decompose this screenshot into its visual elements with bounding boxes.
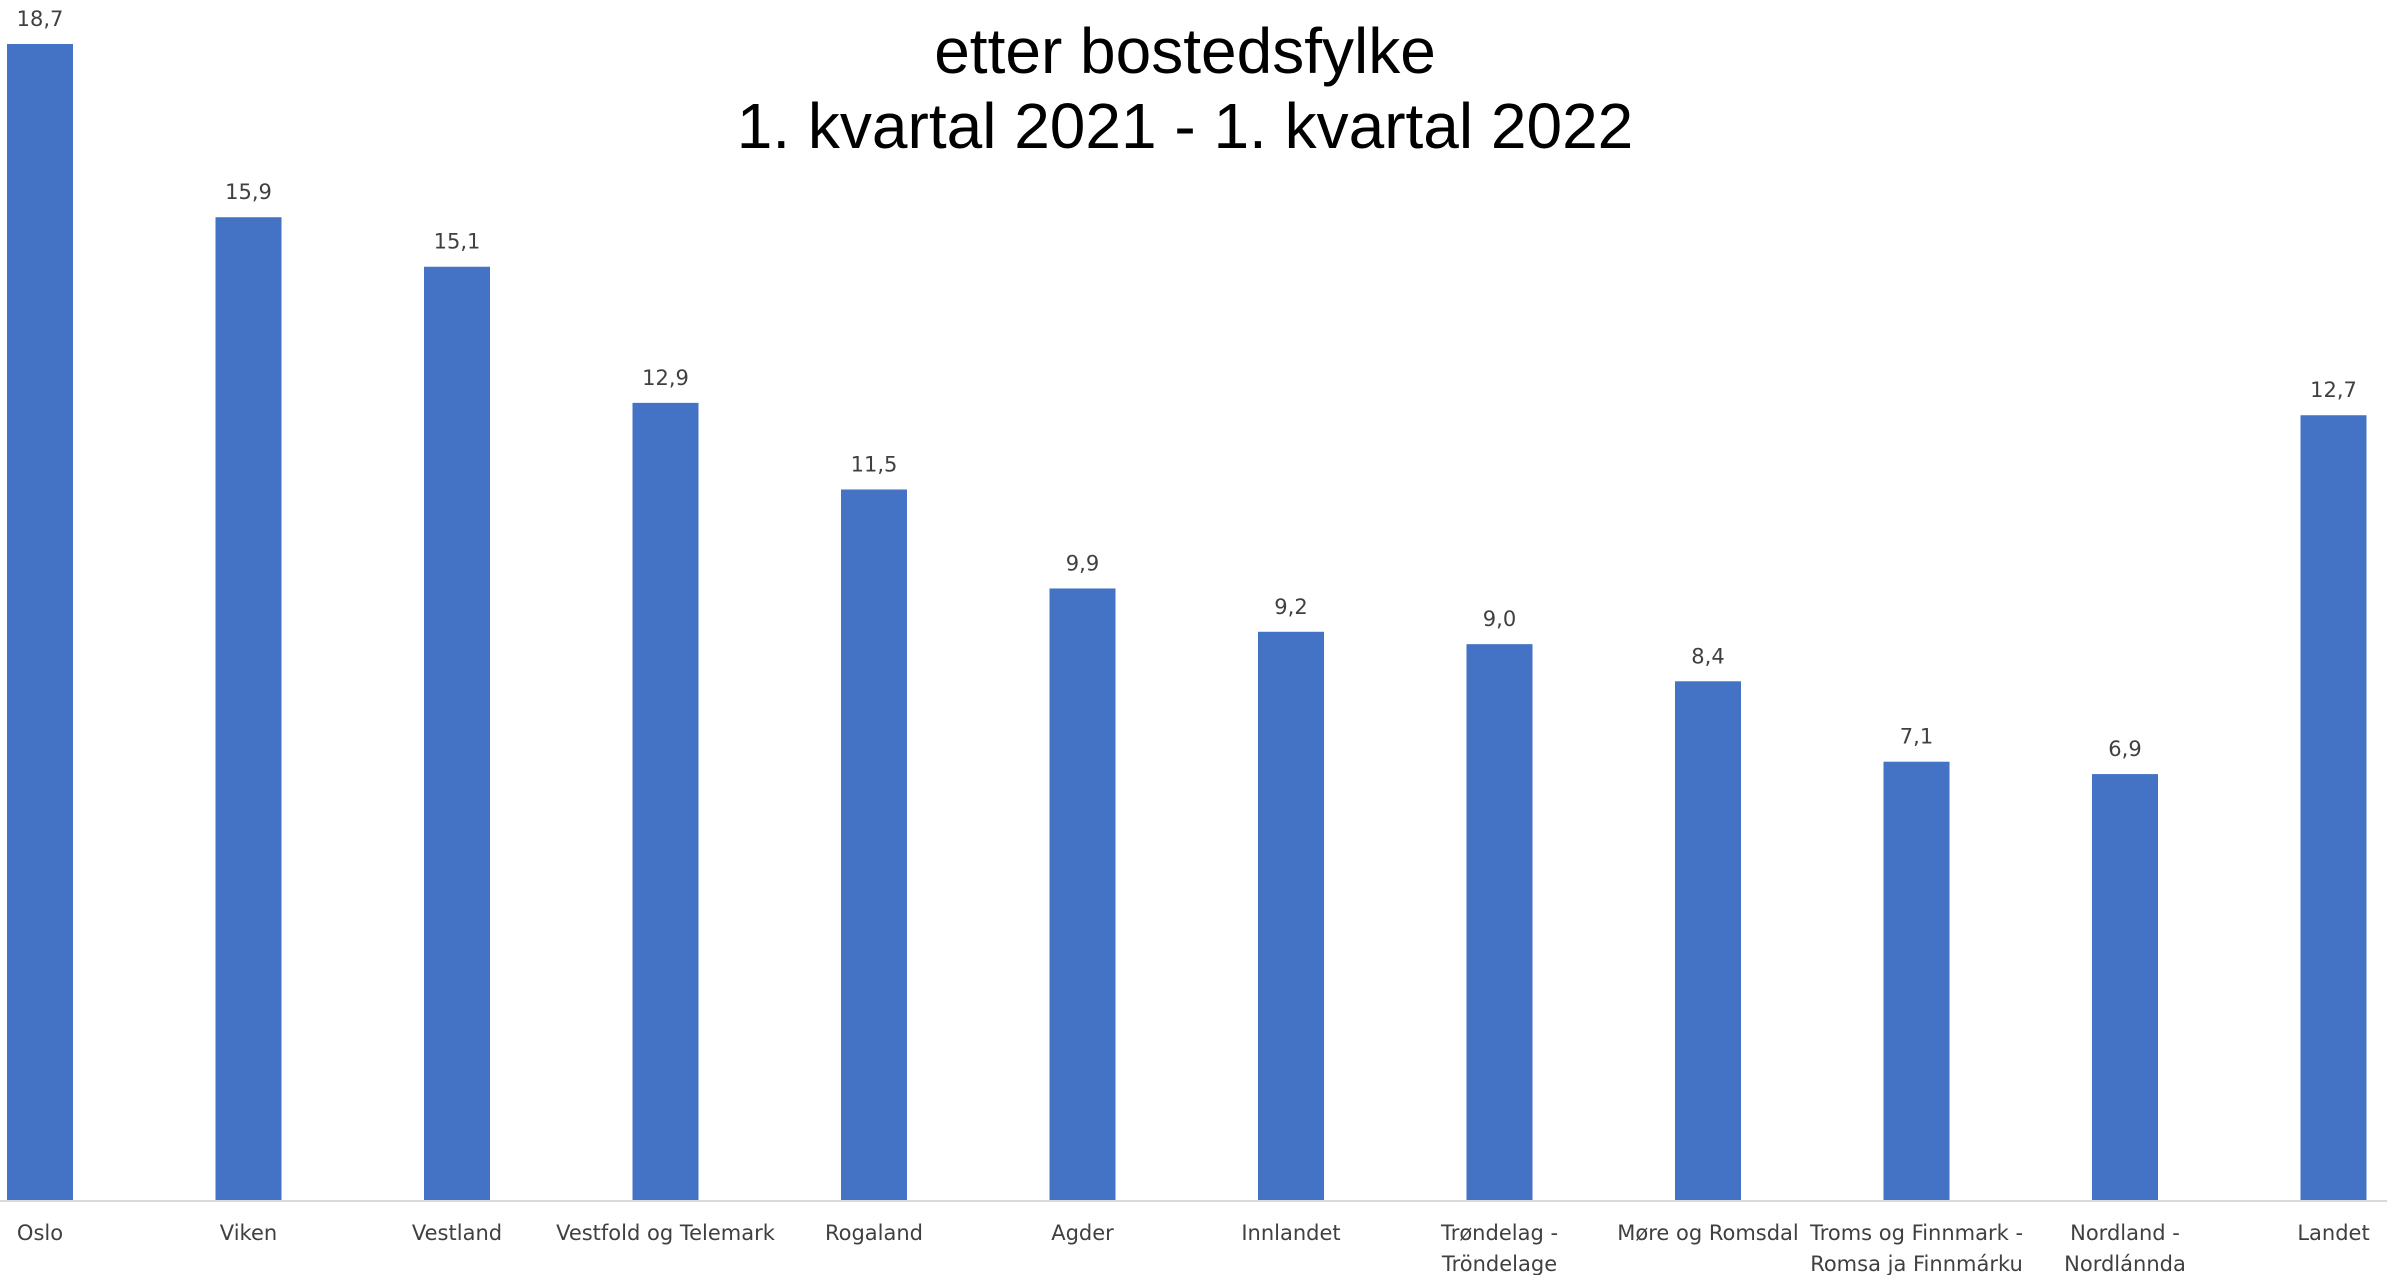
bar-7 — [1258, 631, 1324, 1201]
bars — [7, 44, 2367, 1202]
bar-5 — [841, 489, 907, 1201]
bar-3 — [424, 266, 490, 1201]
value-label-6: 9,9 — [1066, 551, 1099, 575]
value-labels: 18,7 15,9 15,1 12,9 11,5 9,9 9,2 9,0 8,4 7,1 6,9 12… — [17, 7, 2357, 761]
value-label-4: 12,9 — [642, 366, 689, 390]
bar-1 — [7, 44, 73, 1201]
category-label-12: Landet — [2297, 1221, 2369, 1245]
value-label-11: 6,9 — [2108, 737, 2141, 761]
category-labels: Oslo Viken Vestland Vestfold og Telemark Rog… — [17, 1221, 2370, 1275]
value-label-7: 9,2 — [1274, 595, 1307, 619]
bar-6 — [1049, 588, 1116, 1201]
category-label-7: Innlandet — [1241, 1221, 1340, 1245]
bar-4 — [632, 402, 699, 1202]
chart-title-line-1: etter bostedsfylke — [934, 15, 1436, 87]
value-label-3: 15,1 — [434, 230, 481, 254]
value-label-2: 15,9 — [225, 180, 272, 204]
chart-title-line-2: 1. kvartal 2021 - 1. kvartal 2022 — [737, 90, 1634, 162]
bar-11 — [2092, 774, 2158, 1201]
bar-10 — [1883, 761, 1950, 1201]
category-label-4: Vestfold og Telemark — [556, 1221, 776, 1245]
value-label-8: 9,0 — [1483, 607, 1516, 631]
bar-12 — [2300, 415, 2367, 1201]
category-label-11-line-2: Nordlánnda — [2064, 1252, 2186, 1275]
category-label-11-line-1: Nordland - — [2070, 1221, 2180, 1245]
bar-8 — [1466, 644, 1533, 1201]
value-label-9: 8,4 — [1691, 644, 1724, 668]
category-label-10-line-1: Troms og Finnmark - — [1809, 1221, 2023, 1245]
category-label-3: Vestland — [412, 1221, 502, 1245]
category-label-2: Viken — [220, 1221, 277, 1245]
category-label-1: Oslo — [17, 1221, 63, 1245]
value-label-12: 12,7 — [2310, 378, 2357, 402]
category-label-5: Rogaland — [825, 1221, 923, 1245]
category-label-6: Agder — [1051, 1221, 1114, 1245]
bar-2 — [215, 217, 282, 1201]
bar-9 — [1675, 681, 1741, 1201]
category-label-8-line-1: Trøndelag - — [1440, 1221, 1558, 1245]
value-label-10: 7,1 — [1900, 725, 1933, 749]
category-label-8-line-2: Tröndelage — [1441, 1252, 1557, 1275]
category-label-10-line-2: Romsa ja Finnmárku — [1810, 1252, 2023, 1275]
value-label-1: 18,7 — [17, 7, 64, 31]
category-label-9: Møre og Romsdal — [1617, 1221, 1799, 1245]
value-label-5: 11,5 — [851, 452, 898, 476]
